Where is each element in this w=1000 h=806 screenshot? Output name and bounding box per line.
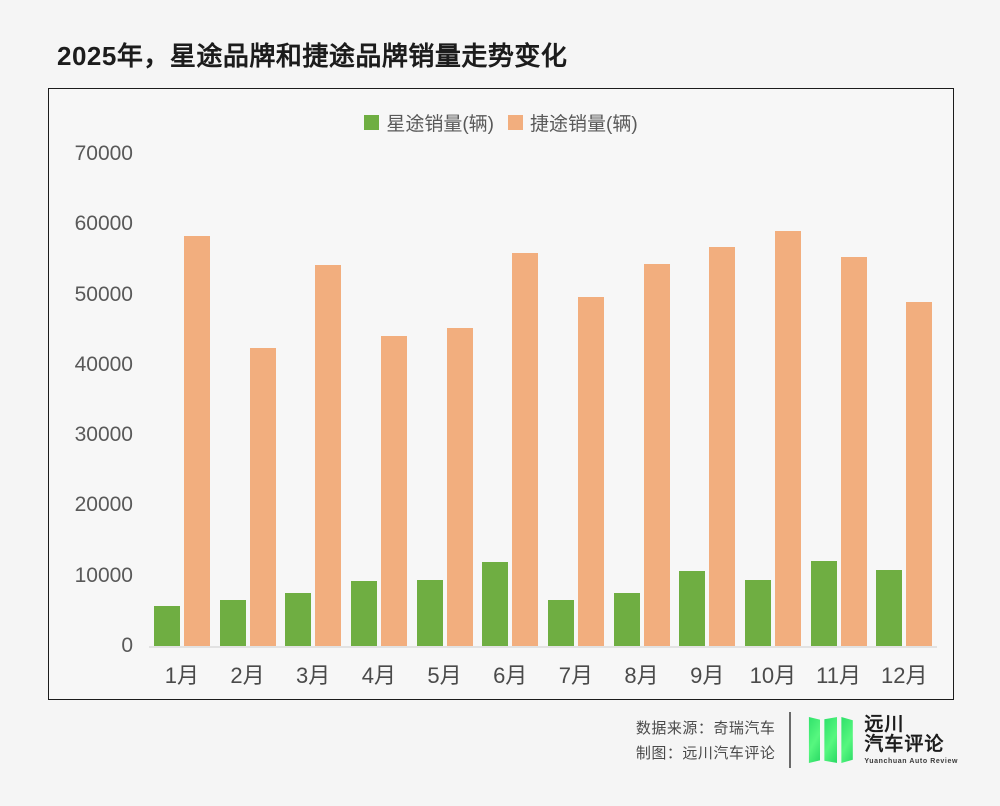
y-axis-tick-label: 30000: [74, 423, 133, 447]
logo-name-line2: 汽车评论: [864, 734, 945, 756]
bar-group: [280, 154, 346, 646]
bar-group: [215, 154, 281, 646]
bar-jietu[interactable]: [183, 235, 210, 646]
x-axis-tick-label: 1月: [164, 663, 199, 688]
legend-label-xingtu: 星途销量(辆): [386, 114, 494, 135]
bar-jietu[interactable]: [380, 336, 407, 646]
bar-xingtu[interactable]: [613, 593, 640, 646]
bar-xingtu[interactable]: [416, 579, 443, 646]
bar-jietu[interactable]: [446, 328, 473, 646]
footer: 数据来源：奇瑞汽车 制图：远川汽车评论 远川 汽车评论 Yuanchuan Au…: [636, 712, 958, 768]
x-axis-tick-label: 9月: [690, 663, 725, 688]
bar-jietu[interactable]: [249, 348, 276, 646]
bar-xingtu[interactable]: [350, 580, 377, 646]
logo-name-line1: 远川: [864, 713, 905, 735]
logo-bar-1-icon: [808, 717, 821, 763]
source-line-credit: 制图：远川汽车评论: [635, 745, 776, 762]
bar-group: [543, 154, 609, 646]
bar-xingtu[interactable]: [547, 599, 574, 646]
bar-group: [871, 154, 937, 646]
logo-bars-icon: [807, 717, 854, 763]
y-axis-tick-label: 50000: [74, 282, 133, 306]
bar-xingtu[interactable]: [285, 593, 312, 646]
bar-group: [674, 154, 740, 646]
plot-area: [149, 89, 937, 701]
chart-legend: 星途销量(辆) 捷途销量(辆): [49, 109, 953, 136]
legend-item-xingtu[interactable]: 星途销量(辆): [364, 109, 494, 136]
bar-xingtu[interactable]: [810, 560, 837, 646]
y-axis-tick-label: 70000: [74, 142, 133, 165]
x-axis-tick-label: 7月: [558, 663, 593, 688]
bar-xingtu[interactable]: [679, 570, 706, 646]
bar-jietu[interactable]: [709, 246, 736, 646]
source-block: 数据来源：奇瑞汽车 制图：远川汽车评论: [636, 717, 790, 763]
legend-swatch-icon-jietu: [508, 115, 523, 130]
x-axis-tick-label: 8月: [624, 663, 659, 688]
bar-xingtu[interactable]: [744, 579, 771, 646]
bar-group: [346, 154, 412, 646]
x-axis-tick-label: 3月: [296, 663, 331, 688]
bar-jietu[interactable]: [774, 230, 801, 646]
bar-jietu[interactable]: [577, 296, 604, 646]
x-axis-tick-label: 6月: [493, 663, 528, 688]
x-axis-tick-label: 4月: [361, 663, 396, 688]
brand-logo: 远川 汽车评论 Yuanchuan Auto Review: [789, 712, 958, 768]
bar-jietu[interactable]: [840, 256, 867, 646]
bar-jietu[interactable]: [512, 253, 539, 646]
y-axis-tick-label: 60000: [74, 212, 133, 236]
logo-name-en: Yuanchuan Auto Review: [864, 757, 958, 765]
axis-baseline: [149, 646, 937, 648]
bar-group: [740, 154, 806, 646]
y-axis-tick-label: 0: [121, 634, 133, 657]
x-axis-tick-label: 10月: [749, 663, 797, 688]
y-axis-tick-label: 10000: [74, 563, 133, 587]
bar-jietu[interactable]: [315, 265, 342, 646]
bar-group: [477, 154, 543, 646]
bar-xingtu[interactable]: [219, 600, 246, 646]
x-axis-tick-label: 12月: [880, 663, 928, 688]
x-axis-tick-label: 11月: [816, 663, 861, 688]
bar-xingtu[interactable]: [876, 570, 903, 646]
x-axis: 1月 2月 3月 4月 5月 6月 7月 8月 9月 10月 11月 12月: [149, 658, 937, 690]
bar-group: [149, 154, 215, 646]
y-axis-tick-label: 40000: [74, 352, 133, 376]
bar-jietu[interactable]: [906, 301, 933, 646]
bar-group: [412, 154, 478, 646]
logo-bar-2-icon: [824, 717, 838, 763]
bar-group: [806, 154, 872, 646]
logo-bar-3-icon: [841, 717, 853, 763]
legend-swatch-icon-xingtu: [364, 115, 380, 130]
bar-xingtu[interactable]: [482, 562, 509, 646]
y-axis-tick-label: 20000: [74, 493, 133, 517]
x-axis-tick-label: 5月: [427, 663, 462, 688]
plot-wrapper: 0 10000 20000 30000 40000 50000 60000 70000 1月 2…: [49, 89, 955, 701]
logo-text: 远川 汽车评论 Yuanchuan Auto Review: [864, 713, 958, 766]
page-title: 2025年，星途品牌和捷途品牌销量走势变化: [57, 41, 568, 71]
source-line-data: 数据来源：奇瑞汽车: [635, 720, 776, 737]
bar-jietu[interactable]: [643, 264, 670, 646]
legend-label-jietu: 捷途销量(辆): [530, 114, 638, 135]
y-axis: 0 10000 20000 30000 40000 50000 60000 70000: [49, 89, 141, 701]
bar-group: [609, 154, 675, 646]
bar-xingtu[interactable]: [153, 605, 180, 646]
legend-item-jietu[interactable]: 捷途销量(辆): [508, 109, 638, 136]
chart-panel: 星途销量(辆) 捷途销量(辆) 0 10000 20000 30000 40000 500…: [48, 88, 954, 700]
x-axis-tick-label: 2月: [230, 663, 265, 688]
bar-groups: [149, 154, 937, 646]
